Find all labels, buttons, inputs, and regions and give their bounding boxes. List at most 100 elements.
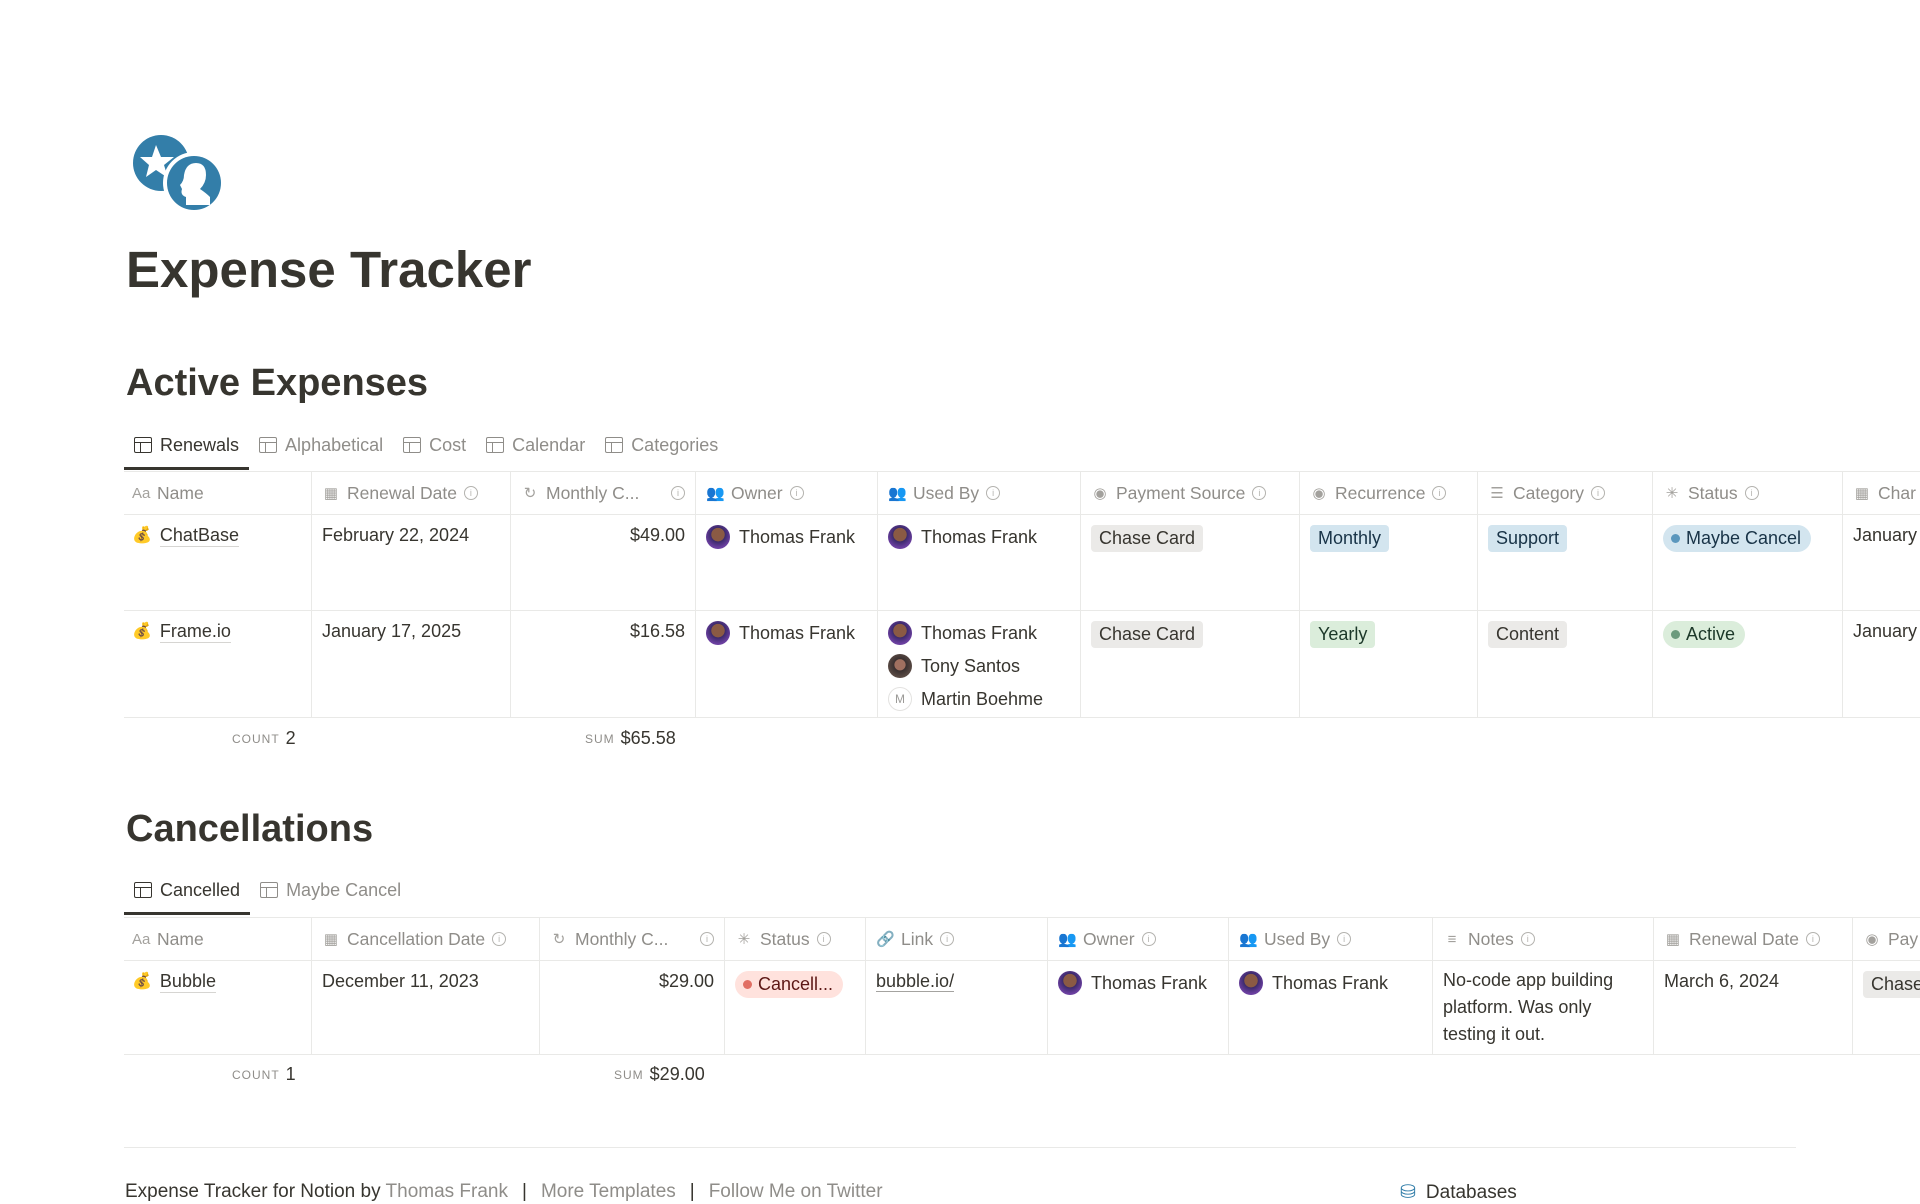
info-icon[interactable]: i — [789, 486, 804, 500]
formula-icon: ↻ — [552, 931, 566, 948]
col-name[interactable]: Aa Name — [124, 472, 312, 514]
col-label: Cancellation Date — [347, 928, 486, 949]
link-icon: 🔗 — [876, 931, 895, 948]
col-charge[interactable]: ▦ Char — [1843, 472, 1920, 514]
row-name[interactable]: Bubble — [159, 971, 216, 993]
info-icon[interactable]: i — [940, 932, 955, 946]
info-icon[interactable]: i — [1520, 932, 1535, 946]
count-label: COUNT — [232, 731, 280, 746]
name-cell[interactable]: 💰 Bubble — [124, 961, 312, 1054]
status-icon: ✳ — [737, 931, 751, 948]
info-icon[interactable]: i — [1805, 932, 1820, 946]
table-row[interactable]: 💰 Frame.io January 17, 2025 $16.58 Thomas… — [124, 611, 1920, 718]
cancellation-view-tabs: Cancelled Maybe Cancel — [124, 867, 411, 915]
count-label: COUNT — [232, 1067, 280, 1082]
info-icon[interactable]: i — [1744, 486, 1759, 500]
info-icon[interactable]: i — [1591, 486, 1606, 500]
row-name[interactable]: Frame.io — [159, 621, 231, 643]
active-expenses-table: Aa Name ▦ Renewal Date i ↻ Monthly C... i 👥 Ow… — [124, 471, 1920, 718]
count-summary[interactable]: COUNT 1 — [232, 1064, 296, 1085]
tab-maybe-cancel[interactable]: Maybe Cancel — [250, 867, 411, 913]
info-icon[interactable]: i — [671, 486, 685, 500]
name-cell[interactable]: 💰 Frame.io — [124, 611, 312, 717]
status-label: Active — [1686, 624, 1736, 644]
col-monthly-cost[interactable]: ↻ Monthly C... i — [540, 918, 725, 960]
col-payment-source[interactable]: ◉ Payment Source i — [1081, 472, 1300, 514]
status-cell: Cancell... — [725, 961, 866, 1054]
tab-renewals[interactable]: Renewals — [124, 422, 250, 470]
col-payment[interactable]: ◉ Pay — [1853, 918, 1920, 960]
info-icon[interactable]: i — [1337, 932, 1352, 946]
count-summary[interactable]: COUNT 2 — [232, 728, 296, 749]
status-cell: Maybe Cancel — [1653, 515, 1843, 610]
status-label: Cancell... — [758, 974, 834, 994]
tab-cost[interactable]: Cost — [393, 422, 476, 468]
coins-icon — [133, 135, 225, 214]
col-renewal-date[interactable]: ▦ Renewal Date i — [312, 472, 511, 514]
table-icon — [403, 437, 422, 453]
notes-line: platform. Was only — [1443, 997, 1592, 1017]
row-name[interactable]: ChatBase — [159, 525, 239, 547]
sum-summary[interactable]: SUM $65.58 — [585, 728, 676, 749]
table-row[interactable]: 💰 ChatBase February 22, 2024 $49.00 Thoma… — [124, 515, 1920, 611]
tab-calendar[interactable]: Calendar — [476, 422, 595, 468]
people-icon: 👥 — [706, 485, 725, 502]
info-icon[interactable]: i — [463, 486, 478, 500]
info-icon[interactable]: i — [986, 486, 1001, 500]
cancellations-table: Aa Name ▦ Cancellation Date i ↻ Monthly C...… — [124, 917, 1920, 1055]
col-name[interactable]: Aa Name — [124, 918, 312, 960]
tab-categories[interactable]: Categories — [595, 422, 728, 468]
payment-cell: Chase — [1853, 961, 1920, 1054]
sum-summary[interactable]: SUM $29.00 — [614, 1064, 705, 1085]
col-renewal-date[interactable]: ▦ Renewal Date i — [1654, 918, 1853, 960]
col-label: Char — [1878, 482, 1916, 503]
info-icon[interactable]: i — [1432, 486, 1447, 500]
monthly-cost: $49.00 — [511, 515, 696, 610]
notes-line: No-code app building — [1443, 970, 1614, 990]
col-label: Renewal Date — [1689, 928, 1799, 949]
status-badge: Cancell... — [735, 971, 844, 998]
col-cancellation-date[interactable]: ▦ Cancellation Date i — [312, 918, 540, 960]
col-status[interactable]: ✳ Status i — [1653, 472, 1843, 514]
col-label: Name — [157, 482, 204, 503]
table-icon — [134, 437, 152, 453]
col-owner[interactable]: 👥 Owner i — [1048, 918, 1229, 960]
tab-alphabetical[interactable]: Alphabetical — [249, 422, 393, 468]
renewal-date: January 17, 2025 — [312, 611, 511, 717]
info-icon[interactable]: i — [492, 932, 507, 946]
col-label: Category — [1513, 482, 1585, 503]
used-by-cell: Thomas Frank Tony Santos M Martin Boehme — [878, 611, 1081, 717]
avatar — [888, 654, 912, 678]
active-expenses-heading: Active Expenses — [126, 362, 429, 404]
col-notes[interactable]: ≡ Notes i — [1433, 918, 1654, 960]
info-icon[interactable]: i — [700, 932, 714, 946]
more-templates-link[interactable]: More Templates — [540, 1181, 676, 1202]
info-icon[interactable]: i — [1141, 932, 1156, 946]
col-monthly-cost[interactable]: ↻ Monthly C... i — [511, 472, 696, 514]
name-cell[interactable]: 💰 ChatBase — [124, 515, 312, 610]
tab-label: Maybe Cancel — [286, 879, 402, 900]
twitter-link[interactable]: Follow Me on Twitter — [708, 1181, 883, 1202]
tab-cancelled[interactable]: Cancelled — [124, 867, 251, 915]
info-icon[interactable]: i — [1252, 486, 1267, 500]
info-icon[interactable]: i — [816, 932, 831, 946]
table-row[interactable]: 💰 Bubble December 11, 2023 $29.00 Cancell… — [124, 961, 1920, 1055]
col-link[interactable]: 🔗 Link i — [866, 918, 1048, 960]
separator: | — [522, 1181, 527, 1202]
author-link[interactable]: Thomas Frank — [385, 1181, 508, 1202]
col-recurrence[interactable]: ◉ Recurrence i — [1300, 472, 1478, 514]
col-label: Name — [157, 928, 204, 949]
owner-cell: Thomas Frank — [1048, 961, 1229, 1054]
col-category[interactable]: ☰ Category i — [1478, 472, 1653, 514]
col-used-by[interactable]: 👥 Used By i — [878, 472, 1081, 514]
databases-link[interactable]: ⛁ Databases — [1400, 1181, 1517, 1204]
col-label: Used By — [913, 482, 980, 503]
col-status[interactable]: ✳ Status i — [725, 918, 866, 960]
col-label: Owner — [731, 482, 783, 503]
table-header: Aa Name ▦ Cancellation Date i ↻ Monthly C...… — [124, 918, 1920, 961]
used-by-cell: Thomas Frank — [878, 515, 1081, 610]
col-used-by[interactable]: 👥 Used By i — [1229, 918, 1433, 960]
col-owner[interactable]: 👥 Owner i — [696, 472, 878, 514]
url-link[interactable]: bubble.io/ — [876, 971, 955, 992]
used-by-cell: Thomas Frank — [1229, 961, 1433, 1054]
